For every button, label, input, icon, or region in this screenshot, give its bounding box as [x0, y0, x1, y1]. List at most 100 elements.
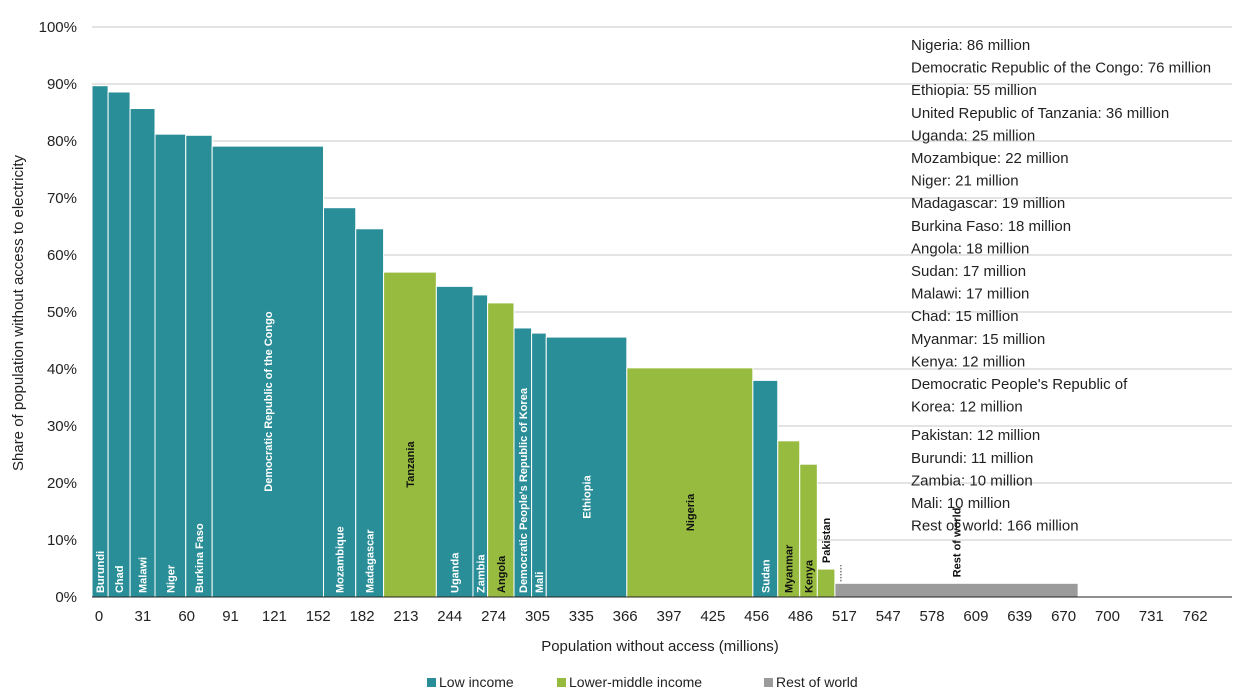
- annotation-line: Nigeria: 86 million: [911, 37, 1030, 54]
- x-tick-label: 670: [1051, 608, 1076, 625]
- annotation-line: Burkina Faso: 18 million: [911, 218, 1071, 235]
- x-tick-label: 182: [350, 608, 375, 625]
- y-tick-label: 0%: [55, 589, 77, 606]
- x-tick-label: 762: [1183, 608, 1208, 625]
- bars: [91, 85, 1079, 598]
- x-tick-label: 366: [613, 608, 638, 625]
- x-tick-label: 731: [1139, 608, 1164, 625]
- x-axis: 0 31 60 91 121 152 182 213 244 274 305 335 366 397 425…: [92, 596, 1232, 625]
- x-tick-label: 700: [1095, 608, 1120, 625]
- x-tick-label: 305: [525, 608, 550, 625]
- y-tick-label: 30%: [47, 418, 77, 435]
- bar-label: Chad: [114, 566, 126, 594]
- annotation-line: Burundi: 11 million: [911, 450, 1033, 467]
- bar-label: Pakistan: [821, 518, 833, 564]
- y-tick-label: 90%: [47, 76, 77, 93]
- bar: [435, 285, 474, 598]
- x-tick-label: 274: [481, 608, 506, 625]
- y-tick-label: 80%: [47, 133, 77, 150]
- bar: [487, 302, 515, 598]
- x-tick-label: 517: [832, 608, 857, 625]
- x-tick-label: 152: [306, 608, 331, 625]
- annotation-line: Democratic People's Republic of: [911, 376, 1128, 393]
- annotation-line: Kenya: 12 million: [911, 353, 1025, 370]
- x-tick-label: 639: [1007, 608, 1032, 625]
- bar: [91, 85, 109, 598]
- x-tick-label: 609: [963, 608, 988, 625]
- x-tick-label: 213: [393, 608, 418, 625]
- y-tick-label: 50%: [47, 304, 77, 321]
- x-tick-label: 486: [788, 608, 813, 625]
- y-tick-label: 20%: [47, 475, 77, 492]
- bar: [185, 134, 213, 598]
- bar-label: Sudan: [760, 559, 772, 593]
- bar: [834, 582, 1079, 598]
- bar-label: Myanmar: [784, 544, 796, 593]
- legend-swatch: [764, 678, 773, 687]
- legend-label: Lower-middle income: [569, 674, 702, 690]
- x-tick-label: 121: [262, 608, 287, 625]
- bar-label: Kenya: [804, 559, 816, 593]
- legend-label: Low income: [439, 674, 514, 690]
- annotation-line: Chad: 15 million: [911, 308, 1019, 325]
- x-tick-label: 31: [135, 608, 152, 625]
- x-tick-label: 397: [656, 608, 681, 625]
- y-tick-label: 10%: [47, 532, 77, 549]
- bar-label: Mali: [534, 572, 546, 593]
- bar-label: Uganda: [450, 552, 462, 593]
- x-axis-title: Population without access (millions): [541, 638, 779, 655]
- annotation-line: Madagascar: 19 million: [911, 195, 1065, 212]
- annotation-line: Zambia: 10 million: [911, 472, 1033, 489]
- bar-label: Ethiopia: [582, 474, 594, 518]
- bar-label: Malawi: [138, 557, 150, 593]
- bar: [355, 228, 385, 598]
- bar: [107, 91, 131, 598]
- y-axis: 0% 10% 20% 30% 40% 50% 60% 70% 80% 90% 100%: [39, 19, 77, 606]
- bar: [626, 367, 754, 598]
- annotation-line: Ethiopia: 55 million: [911, 82, 1037, 99]
- bar: [211, 145, 325, 598]
- annotation-line: Mali: 10 million: [911, 495, 1010, 512]
- bar: [383, 271, 437, 598]
- bar-labels: Burundi Chad Malawi Niger Burkina Faso Democr…: [95, 311, 963, 593]
- y-tick-label: 70%: [47, 190, 77, 207]
- y-tick-label: 60%: [47, 247, 77, 264]
- bar: [472, 294, 489, 598]
- bar-label: Nigeria: [685, 493, 697, 531]
- legend: Low income Lower-middle income Rest of wor…: [427, 674, 858, 690]
- x-tick-label: 60: [178, 608, 195, 625]
- bar-label: Mozambique: [335, 526, 347, 593]
- y-axis-title: Share of population without access to el…: [10, 155, 27, 472]
- legend-swatch: [427, 678, 436, 687]
- x-tick-label: 547: [876, 608, 901, 625]
- bar-label: Rest of world: [952, 508, 964, 578]
- bar-label: Madagascar: [365, 529, 377, 593]
- x-tick-label: 578: [920, 608, 945, 625]
- legend-swatch: [557, 678, 566, 687]
- annotation-line: Niger: 21 million: [911, 173, 1019, 190]
- annotation-line: Myanmar: 15 million: [911, 331, 1045, 348]
- x-tick-label: 335: [569, 608, 594, 625]
- x-tick-label: 456: [744, 608, 769, 625]
- annotation-line: Democratic Republic of the Congo: 76 mil…: [911, 60, 1211, 77]
- annotation-line: Malawi: 17 million: [911, 286, 1029, 303]
- bar: [129, 108, 156, 598]
- x-tick-label: 0: [95, 608, 103, 625]
- annotation-line: Uganda: 25 million: [911, 127, 1035, 144]
- bar-label: Angola: [496, 555, 508, 593]
- annotation-line: Korea: 12 million: [911, 399, 1023, 416]
- annotation-line: Rest of world: 166 million: [911, 518, 1079, 535]
- bar-label: Zambia: [475, 554, 487, 593]
- annotation-line: Pakistan: 12 million: [911, 427, 1040, 444]
- bar: [752, 379, 779, 598]
- x-tick-label: 425: [700, 608, 725, 625]
- bar-label: Burundi: [95, 551, 107, 593]
- bar: [531, 332, 547, 598]
- bar-label: Tanzania: [405, 441, 417, 488]
- bar-label: Democratic Republic of the Congo: [263, 311, 275, 492]
- bar-label: Burkina Faso: [194, 523, 206, 593]
- annotation-line: Mozambique: 22 million: [911, 150, 1069, 167]
- y-tick-label: 40%: [47, 361, 77, 378]
- x-tick-label: 244: [437, 608, 462, 625]
